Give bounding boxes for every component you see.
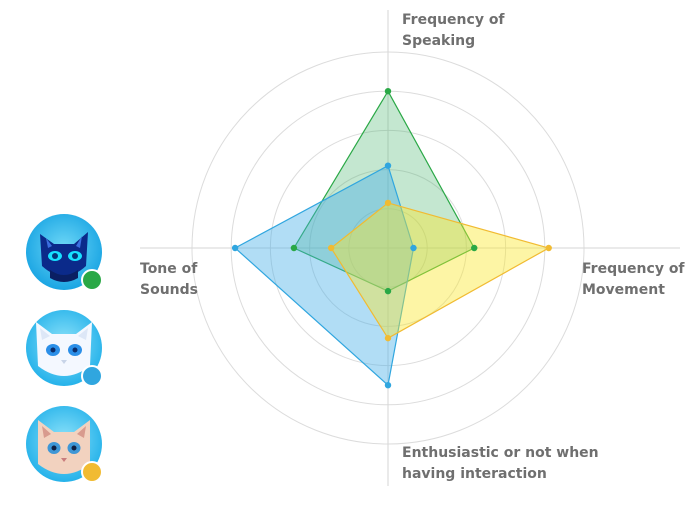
axis-label-movement: Frequency of Movement [582,261,685,298]
series-2-point-enthusiasm [384,382,392,389]
series-3-point-enthusiasm [384,334,392,342]
legend-avatar-cream-cat [26,406,102,482]
axis-label-tone: Tone of Sounds [140,261,198,298]
series-3-point-speaking [384,199,392,207]
series-2-point-movement [410,244,417,252]
legend-avatar-dark-blue-robot-cat [26,214,102,290]
axis-label-enthusiasm: Enthusiastic or not when having interact… [402,445,599,482]
radar-series-points [231,88,552,389]
series-1-point-speaking [384,88,392,95]
series-3-point-tone [327,244,335,252]
series-1-point-movement [471,244,478,252]
series-1-point-tone [290,244,298,252]
radar-series-polygons [234,89,551,387]
series-1-point-enthusiasm [384,287,392,295]
series-3-point-movement [545,244,552,252]
series-2-point-speaking [384,162,392,169]
legend-avatar-white-robot-cat [26,310,102,386]
series-2-point-tone [231,244,239,252]
axis-label-speaking: Frequency of Speaking [402,12,505,49]
